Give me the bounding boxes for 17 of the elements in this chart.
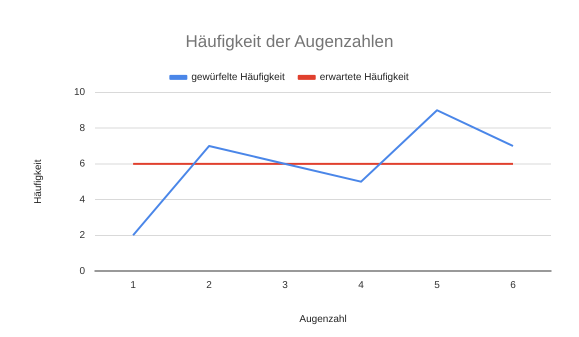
y-tick-label: 10: [74, 87, 86, 98]
y-axis-title: Häufigkeit: [32, 159, 44, 204]
x-tick-label: 2: [206, 280, 212, 291]
legend-label: gewürfelte Häufigkeit: [191, 72, 285, 84]
x-tick-label: 5: [434, 280, 440, 291]
x-tick-label: 6: [510, 280, 516, 291]
x-axis-title: Augenzahl: [299, 314, 347, 325]
y-tick-label: 0: [80, 266, 86, 277]
legend-label: erwartete Häufigkeit: [320, 72, 409, 84]
x-tick-label: 1: [130, 280, 136, 291]
y-tick-label: 8: [80, 122, 86, 134]
chart-title: Häufigkeit der Augenzahlen: [186, 32, 394, 51]
y-tick-label: 2: [80, 230, 86, 242]
x-tick-label: 4: [358, 280, 364, 291]
y-tick-label: 4: [80, 194, 86, 206]
y-tick-label: 6: [80, 158, 86, 170]
x-tick-label: 3: [282, 280, 288, 291]
